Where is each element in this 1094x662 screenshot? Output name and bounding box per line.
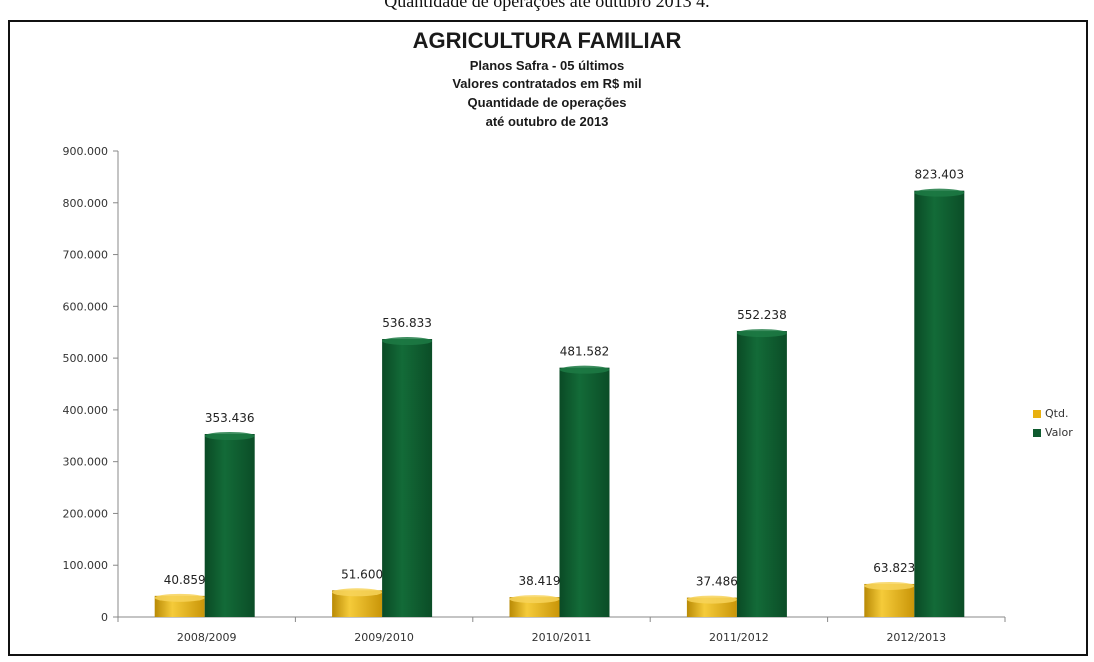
bar-valor	[736, 331, 787, 617]
y-tick-label: 300.000	[63, 456, 109, 469]
y-tick-label: 100.000	[63, 559, 109, 572]
x-tick-label: 2012/2013	[886, 631, 946, 644]
data-label: 536.833	[382, 316, 432, 330]
legend-label-qtd: Qtd.	[1045, 407, 1069, 420]
y-tick-label: 700.000	[63, 249, 109, 262]
x-tick-label: 2008/2009	[177, 631, 237, 644]
bar-cap	[686, 595, 737, 604]
chart-frame	[8, 20, 1088, 656]
legend-swatch-qtd	[1033, 409, 1041, 418]
x-tick-label: 2010/2011	[532, 631, 592, 644]
y-tick-label: 800.000	[63, 197, 109, 210]
data-label: 51.600	[341, 567, 383, 581]
bar-cap	[736, 329, 787, 338]
bar-cap	[154, 593, 205, 602]
bar-valor	[559, 367, 610, 617]
bar-valor	[204, 433, 255, 617]
bar-valor	[914, 190, 965, 617]
bar-cap	[914, 188, 965, 197]
chart-subtitle-line-2: Valores contratados em R$ mil	[452, 76, 642, 91]
data-label: 63.823	[873, 561, 915, 575]
chart-bars	[154, 188, 965, 617]
data-label: 353.436	[205, 411, 255, 425]
data-label: 481.582	[560, 345, 610, 359]
chart-subtitle-line-4: até outubro de 2013	[485, 114, 609, 129]
chart-axes: 0 100.000 200.000 300.000 400.000 500.000 600.…	[63, 145, 1006, 644]
data-label: 823.403	[914, 168, 964, 182]
chart-legend: Qtd. Valor	[1033, 404, 1073, 442]
bar-cap	[509, 595, 560, 604]
bar-cap	[559, 365, 610, 374]
y-tick-label: 600.000	[63, 300, 109, 313]
y-tick-label: 900.000	[63, 145, 109, 158]
y-tick-label: 500.000	[63, 352, 109, 365]
x-tick-label: 2009/2010	[354, 631, 414, 644]
bar-cap	[332, 588, 383, 597]
bar-cap	[864, 581, 915, 590]
bar-valor	[382, 339, 433, 617]
chart-subtitle-line-3: Quantidade de operações	[467, 95, 627, 110]
figure-caption: Quantidade de operações até outubro 2013…	[384, 0, 710, 11]
y-tick-label: 0	[101, 611, 108, 624]
bar-cap	[204, 431, 255, 440]
bar-cap	[382, 337, 433, 346]
data-label: 552.238	[737, 308, 787, 322]
y-tick-label: 400.000	[63, 404, 109, 417]
chart-subtitle-line-1: Planos Safra - 05 últimos	[469, 58, 625, 73]
data-label: 37.486	[696, 575, 738, 589]
legend-swatch-valor	[1033, 428, 1041, 437]
legend-label-valor: Valor	[1045, 426, 1073, 439]
chart-data-labels: 40.859 353.436 51.600 536.833 38.419 481.582 3…	[164, 168, 964, 589]
chart-title: AGRICULTURA FAMILIAR	[412, 28, 682, 53]
data-label: 38.419	[519, 574, 561, 588]
data-label: 40.859	[164, 573, 206, 587]
x-tick-label: 2011/2012	[709, 631, 769, 644]
y-tick-label: 200.000	[63, 507, 109, 520]
legend-item-qtd: Qtd.	[1033, 404, 1073, 423]
legend-item-valor: Valor	[1033, 423, 1073, 442]
